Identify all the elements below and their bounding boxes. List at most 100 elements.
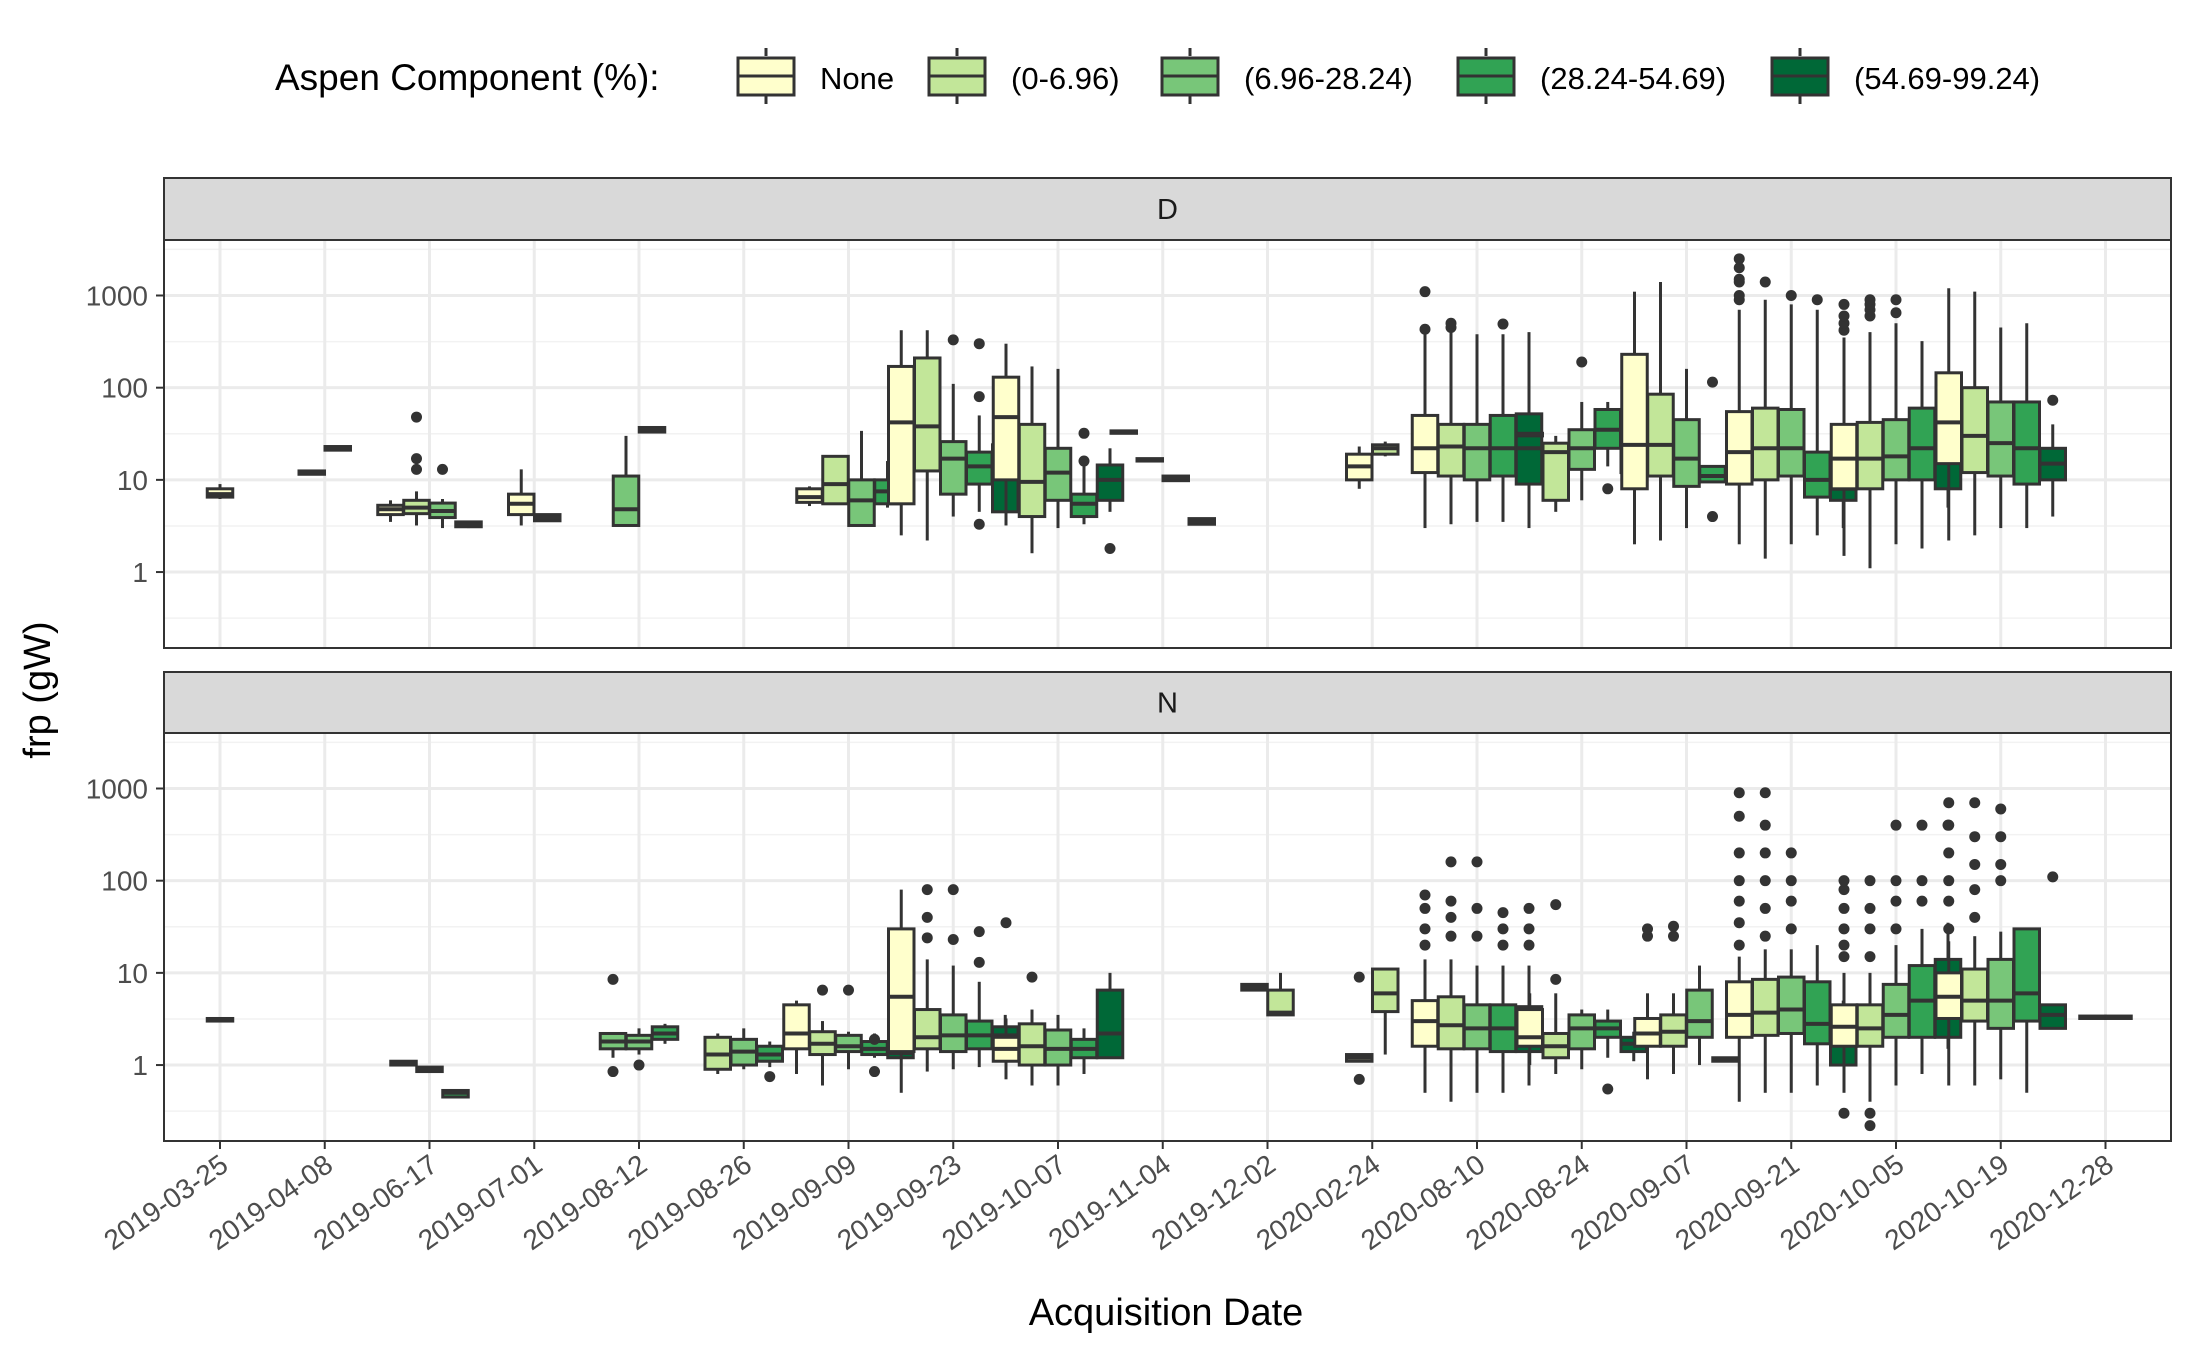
- outlier-point: [947, 334, 959, 346]
- box: [1685, 965, 1714, 1066]
- outlier-point: [1890, 875, 1902, 887]
- outlier-point: [1000, 917, 1012, 929]
- box: [1751, 276, 1780, 559]
- box: [650, 1023, 680, 1044]
- legend-item: (6.96-28.24): [1160, 48, 1413, 104]
- box-body: [1488, 413, 1518, 478]
- box: [205, 1016, 235, 1023]
- box: [821, 454, 850, 506]
- outlier-point: [1078, 455, 1090, 467]
- box: [533, 513, 562, 523]
- box-body: [1371, 967, 1400, 1014]
- outlier-point: [437, 463, 448, 475]
- box-body: [1725, 410, 1754, 486]
- box-body: [1751, 977, 1780, 1037]
- facet-strip-label: D: [1157, 194, 1178, 226]
- x-axis-title: Acquisition Date: [1029, 1292, 1304, 1334]
- outlier-point: [1497, 923, 1509, 935]
- outlier-point: [1419, 902, 1431, 914]
- outlier-point: [1419, 939, 1431, 951]
- outlier-point: [1523, 902, 1535, 914]
- box: [507, 469, 536, 526]
- box-body: [847, 478, 876, 527]
- outlier-point: [1445, 930, 1457, 942]
- outlier-point: [1890, 819, 1902, 831]
- box: [2038, 871, 2067, 1030]
- outlier-point: [1733, 273, 1745, 285]
- outlier-point: [1864, 1107, 1876, 1119]
- outlier-point: [1785, 875, 1797, 887]
- box: [1135, 457, 1164, 463]
- box: [1187, 517, 1216, 526]
- outlier-point: [1759, 930, 1771, 942]
- outlier-point: [1943, 875, 1955, 887]
- box-body: [1881, 982, 1911, 1039]
- outlier-point: [1864, 1120, 1876, 1132]
- outlier-point: [869, 1033, 880, 1045]
- box-body: [1855, 420, 1885, 491]
- box: [1371, 441, 1400, 457]
- outlier-point: [1445, 911, 1457, 923]
- legend-label: (28.24-54.69): [1540, 61, 1726, 96]
- facet-panel: N 1 10 100 1000: [86, 671, 2172, 1142]
- box: [1345, 971, 1374, 1085]
- outlier-point: [1602, 483, 1614, 495]
- box: [297, 469, 326, 476]
- panel-background: [164, 733, 2171, 1141]
- outlier-point: [764, 1071, 776, 1083]
- outlier-point: [1078, 427, 1090, 439]
- box-body: [1829, 422, 1859, 491]
- outlier-point: [1733, 262, 1745, 274]
- outlier-point: [1890, 895, 1902, 907]
- box: [939, 884, 968, 1070]
- box: [637, 425, 667, 434]
- outlier-point: [1838, 923, 1850, 935]
- outlier-point: [1864, 902, 1876, 914]
- box: [1410, 286, 1440, 529]
- y-axis: 1 10 100 1000: [86, 280, 164, 588]
- outlier-point: [1759, 276, 1771, 288]
- outlier-point: [1969, 858, 1981, 870]
- box: [1345, 446, 1374, 489]
- outlier-point: [1890, 307, 1902, 319]
- box: [1043, 368, 1073, 529]
- box: [389, 1059, 418, 1067]
- box-body: [1620, 352, 1649, 491]
- outlier-point: [1811, 294, 1823, 306]
- box: [1855, 294, 1885, 569]
- outlier-point: [1759, 847, 1771, 859]
- outlier-point: [1916, 895, 1928, 907]
- outlier-point: [633, 1059, 645, 1071]
- box: [1777, 847, 1806, 1093]
- box: [1620, 291, 1649, 545]
- outlier-point: [1943, 797, 1955, 809]
- box-body: [1017, 422, 1047, 519]
- outlier-point: [1759, 819, 1771, 831]
- outlier-point: [2047, 394, 2059, 406]
- outlier-point: [1759, 875, 1771, 887]
- facet-panel: D 1 10 100 1000: [86, 177, 2172, 649]
- outlier-point: [1759, 787, 1771, 799]
- boxes: [205, 253, 2067, 569]
- legend-item: (28.24-54.69): [1456, 48, 1726, 104]
- box-body: [1803, 980, 1832, 1046]
- box-body: [1986, 957, 2015, 1030]
- box: [1462, 334, 1492, 522]
- outlier-point: [1497, 907, 1509, 919]
- outlier-point: [1838, 1107, 1850, 1119]
- y-tick-label: 1000: [86, 280, 148, 311]
- box: [808, 984, 837, 1086]
- box: [1567, 1009, 1596, 1070]
- outlier-point: [1969, 831, 1981, 843]
- box: [1266, 972, 1295, 1017]
- outlier-point: [1864, 294, 1876, 306]
- box-body: [611, 474, 641, 527]
- gridlines: [164, 733, 2171, 1141]
- panel-border: [163, 239, 2172, 649]
- box: [1725, 787, 1754, 1102]
- box-body: [1462, 422, 1492, 482]
- box-body: [1881, 418, 1911, 482]
- legend-label: (6.96-28.24): [1244, 61, 1413, 96]
- y-tick-label: 100: [101, 373, 148, 404]
- box: [441, 1088, 470, 1099]
